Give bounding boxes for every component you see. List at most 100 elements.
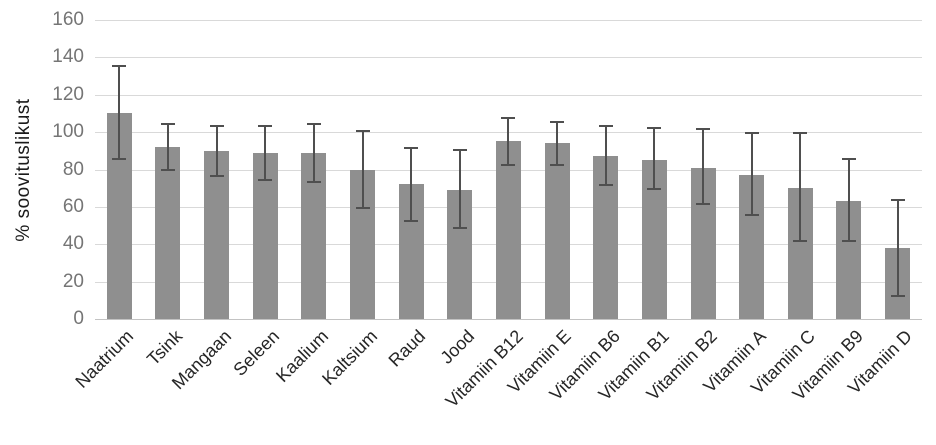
error-whisker-line: [118, 64, 121, 161]
error-cap-bottom: [160, 169, 175, 172]
error-cap-top: [404, 147, 419, 150]
y-tick-label: 0: [73, 308, 84, 329]
error-cap-top: [647, 126, 662, 129]
error-cap-top: [112, 64, 127, 67]
error-cap-bottom: [355, 206, 370, 209]
error-cap-top: [890, 199, 905, 202]
bar-slot: [533, 20, 582, 319]
bar-slot: [727, 20, 776, 319]
error-cap-top: [696, 128, 710, 131]
error-cap-top: [744, 132, 759, 135]
error-bar: [355, 130, 370, 209]
error-cap-top: [550, 120, 565, 123]
error-whisker-line: [215, 124, 218, 177]
error-cap-top: [501, 117, 516, 120]
error-whisker-line: [653, 126, 656, 191]
bar: [544, 143, 570, 319]
error-bar: [841, 158, 856, 243]
error-bar: [744, 132, 759, 217]
error-cap-bottom: [890, 294, 905, 297]
error-cap-bottom: [258, 178, 273, 181]
gridline: [95, 94, 922, 96]
bar-slot: [484, 20, 533, 319]
error-cap-bottom: [793, 240, 808, 243]
bar-slot: [825, 20, 874, 319]
gridline: [95, 57, 922, 59]
bar-slot: [144, 20, 193, 319]
error-whisker-line: [264, 124, 267, 181]
y-tick-label: 80: [62, 158, 84, 180]
error-bar: [501, 117, 516, 166]
error-whisker-line: [312, 122, 315, 183]
bar: [495, 141, 521, 319]
error-bar: [306, 122, 321, 183]
error-bar: [452, 148, 467, 230]
bar: [155, 147, 181, 319]
error-cap-bottom: [744, 214, 759, 217]
error-bar: [550, 120, 565, 166]
error-cap-top: [793, 132, 808, 135]
error-cap-bottom: [209, 174, 224, 177]
bars-container: [95, 20, 922, 319]
error-bar: [890, 199, 905, 297]
error-cap-top: [452, 148, 467, 151]
error-cap-bottom: [696, 203, 710, 206]
bar-slot: [435, 20, 484, 319]
error-bar: [647, 126, 662, 191]
error-cap-bottom: [306, 180, 321, 183]
error-bar: [160, 122, 175, 172]
y-tick-label: 20: [62, 270, 84, 292]
bar-slot: [387, 20, 436, 319]
bar-slot: [776, 20, 825, 319]
error-cap-bottom: [841, 240, 856, 243]
bar-slot: [630, 20, 679, 319]
error-whisker-line: [847, 158, 850, 243]
error-whisker-line: [361, 130, 364, 209]
error-cap-top: [355, 130, 370, 133]
error-bar: [793, 132, 808, 243]
error-whisker-line: [507, 117, 510, 166]
error-cap-bottom: [550, 163, 565, 166]
error-cap-top: [258, 124, 273, 127]
error-whisker-line: [410, 147, 413, 222]
y-tick-label: 140: [52, 46, 84, 68]
error-whisker-line: [799, 132, 802, 243]
x-axis-line: [95, 319, 922, 320]
error-bar: [696, 128, 710, 206]
error-whisker-line: [556, 120, 559, 166]
error-cap-bottom: [647, 188, 662, 191]
error-whisker-line: [604, 124, 607, 187]
bar-slot: [679, 20, 728, 319]
y-tick-label: 40: [62, 233, 84, 255]
x-category-label: Jood: [436, 326, 479, 368]
x-category-label: Tsink: [142, 326, 187, 370]
error-whisker-line: [166, 122, 169, 172]
y-tick-label: 60: [62, 195, 84, 217]
bar-slot: [290, 20, 339, 319]
y-tick-label: 100: [52, 121, 84, 143]
bar-slot: [95, 20, 144, 319]
y-tick-label: 160: [52, 9, 84, 30]
bar-slot: [338, 20, 387, 319]
error-bar: [404, 147, 419, 222]
x-category-label: Raud: [384, 326, 430, 371]
bar-slot: [581, 20, 630, 319]
error-bar: [598, 124, 613, 187]
error-cap-top: [598, 124, 613, 127]
gridline: [95, 20, 922, 21]
error-cap-top: [306, 122, 321, 125]
bar-slot: [241, 20, 290, 319]
error-bar: [258, 124, 273, 181]
bar-slot: [873, 20, 922, 319]
error-cap-top: [841, 158, 856, 161]
error-cap-bottom: [598, 184, 613, 187]
y-tick-label: 120: [52, 83, 84, 105]
error-whisker-line: [458, 148, 461, 230]
error-cap-top: [160, 122, 175, 125]
plot-area: [95, 20, 922, 320]
error-whisker-line: [896, 199, 899, 297]
error-cap-bottom: [404, 219, 419, 222]
error-bar: [112, 64, 127, 161]
error-cap-bottom: [452, 227, 467, 230]
x-category-label: Naatrium: [71, 326, 138, 392]
